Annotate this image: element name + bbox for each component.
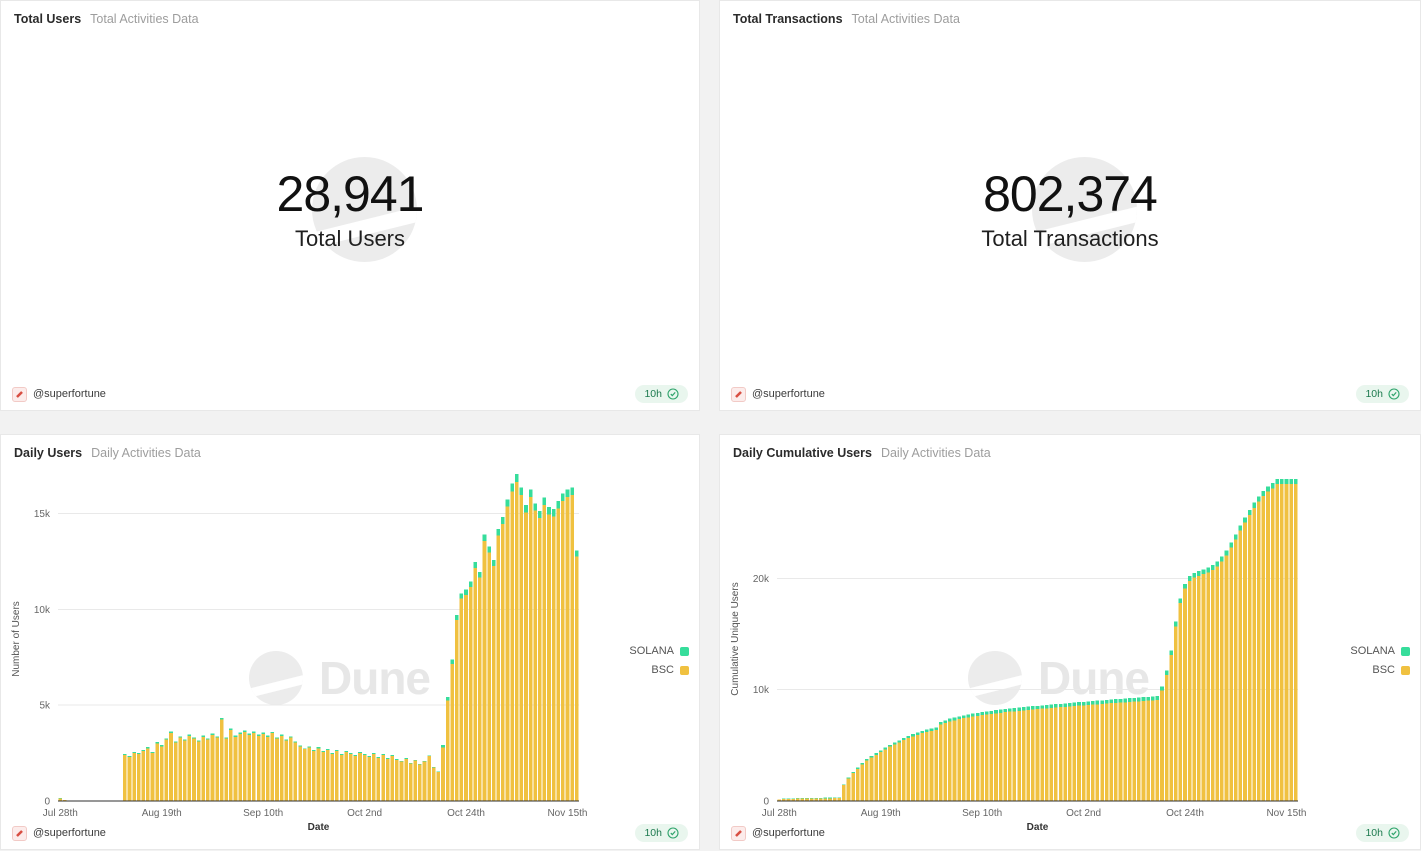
svg-text:Nov 15th: Nov 15th [547,808,587,819]
author-link[interactable]: @superfortune [12,387,106,402]
chart-legend: SOLANA BSC [1350,645,1410,676]
svg-text:Cumulative Unique Users: Cumulative Unique Users [730,582,741,695]
legend-item-solana[interactable]: SOLANA [629,645,689,657]
daily-users-chart[interactable]: 0 5k 10k 15k Jul 28th Aug 19th Sep 10th Oct 2nd… [1,465,701,851]
panel-header: Total Users Total Activities Data [14,12,199,26]
legend-label: BSC [651,664,674,676]
superfortune-logo-icon [731,826,746,841]
refresh-badge[interactable]: 10h [635,824,688,842]
panel-header: Daily Users Daily Activities Data [14,446,201,460]
superfortune-logo-icon [731,387,746,402]
verified-check-icon [1388,827,1400,839]
panel-total-users: Total Users Total Activities Data 28,941 … [0,0,700,411]
refresh-badge[interactable]: 10h [1356,824,1409,842]
svg-text:Aug 19th: Aug 19th [142,808,182,819]
panel-subtitle: Total Activities Data [852,12,960,26]
panel-title[interactable]: Total Users [14,12,81,26]
svg-text:Oct 2nd: Oct 2nd [347,808,382,819]
author-link[interactable]: @superfortune [731,826,825,841]
panel-header: Total Transactions Total Activities Data [733,12,960,26]
counter-value: 802,374 [720,169,1420,219]
counter-value: 28,941 [1,169,699,219]
legend-label: BSC [1372,664,1395,676]
legend-swatch [1401,666,1410,675]
svg-text:5k: 5k [39,701,51,712]
verified-check-icon [667,388,679,400]
refresh-badge[interactable]: 10h [635,385,688,403]
svg-text:Sep 10th: Sep 10th [243,808,283,819]
author-handle: @superfortune [33,388,106,400]
counter-label: Total Users [1,226,699,252]
superfortune-logo-icon [12,826,27,841]
svg-text:Jul 28th: Jul 28th [762,808,797,819]
legend-swatch [680,647,689,656]
svg-text:Number of Users: Number of Users [11,601,22,677]
panel-daily-cumulative-users: Daily Cumulative Users Daily Activities D… [719,434,1421,850]
counter-body: 802,374 Total Transactions [720,1,1420,410]
svg-text:10k: 10k [753,685,770,696]
author-handle: @superfortune [752,827,825,839]
panel-title[interactable]: Daily Users [14,446,82,460]
chart-legend: SOLANA BSC [629,645,689,676]
svg-text:Oct 24th: Oct 24th [1166,808,1204,819]
legend-swatch [680,666,689,675]
svg-text:Oct 24th: Oct 24th [447,808,485,819]
legend-label: SOLANA [629,645,674,657]
refresh-age: 10h [1365,827,1383,839]
svg-text:20k: 20k [753,574,770,585]
superfortune-logo-icon [12,387,27,402]
counter-label: Total Transactions [720,226,1420,252]
svg-text:Oct 2nd: Oct 2nd [1066,808,1101,819]
author-handle: @superfortune [33,827,106,839]
refresh-badge[interactable]: 10h [1356,385,1409,403]
refresh-age: 10h [644,827,662,839]
svg-text:Nov 15th: Nov 15th [1266,808,1306,819]
verified-check-icon [1388,388,1400,400]
panel-title[interactable]: Total Transactions [733,12,843,26]
legend-swatch [1401,647,1410,656]
refresh-age: 10h [644,388,662,400]
legend-label: SOLANA [1350,645,1395,657]
svg-text:15k: 15k [34,509,51,520]
verified-check-icon [667,827,679,839]
panel-subtitle: Total Activities Data [90,12,198,26]
svg-text:Jul 28th: Jul 28th [43,808,78,819]
legend-item-bsc[interactable]: BSC [651,664,689,676]
author-link[interactable]: @superfortune [12,826,106,841]
refresh-age: 10h [1365,388,1383,400]
svg-text:0: 0 [44,797,50,808]
panel-header: Daily Cumulative Users Daily Activities D… [733,446,991,460]
counter-body: 28,941 Total Users [1,1,699,410]
legend-item-bsc[interactable]: BSC [1372,664,1410,676]
author-handle: @superfortune [752,388,825,400]
svg-text:10k: 10k [34,605,51,616]
panel-subtitle: Daily Activities Data [881,446,991,460]
svg-text:Aug 19th: Aug 19th [861,808,901,819]
author-link[interactable]: @superfortune [731,387,825,402]
legend-item-solana[interactable]: SOLANA [1350,645,1410,657]
daily-cumulative-users-chart[interactable]: 0 10k 20k Jul 28th Aug 19th Sep 10th Oct 2nd Oc… [720,465,1421,851]
panel-subtitle: Daily Activities Data [91,446,201,460]
svg-text:0: 0 [763,797,769,808]
svg-text:Sep 10th: Sep 10th [962,808,1002,819]
panel-title[interactable]: Daily Cumulative Users [733,446,872,460]
